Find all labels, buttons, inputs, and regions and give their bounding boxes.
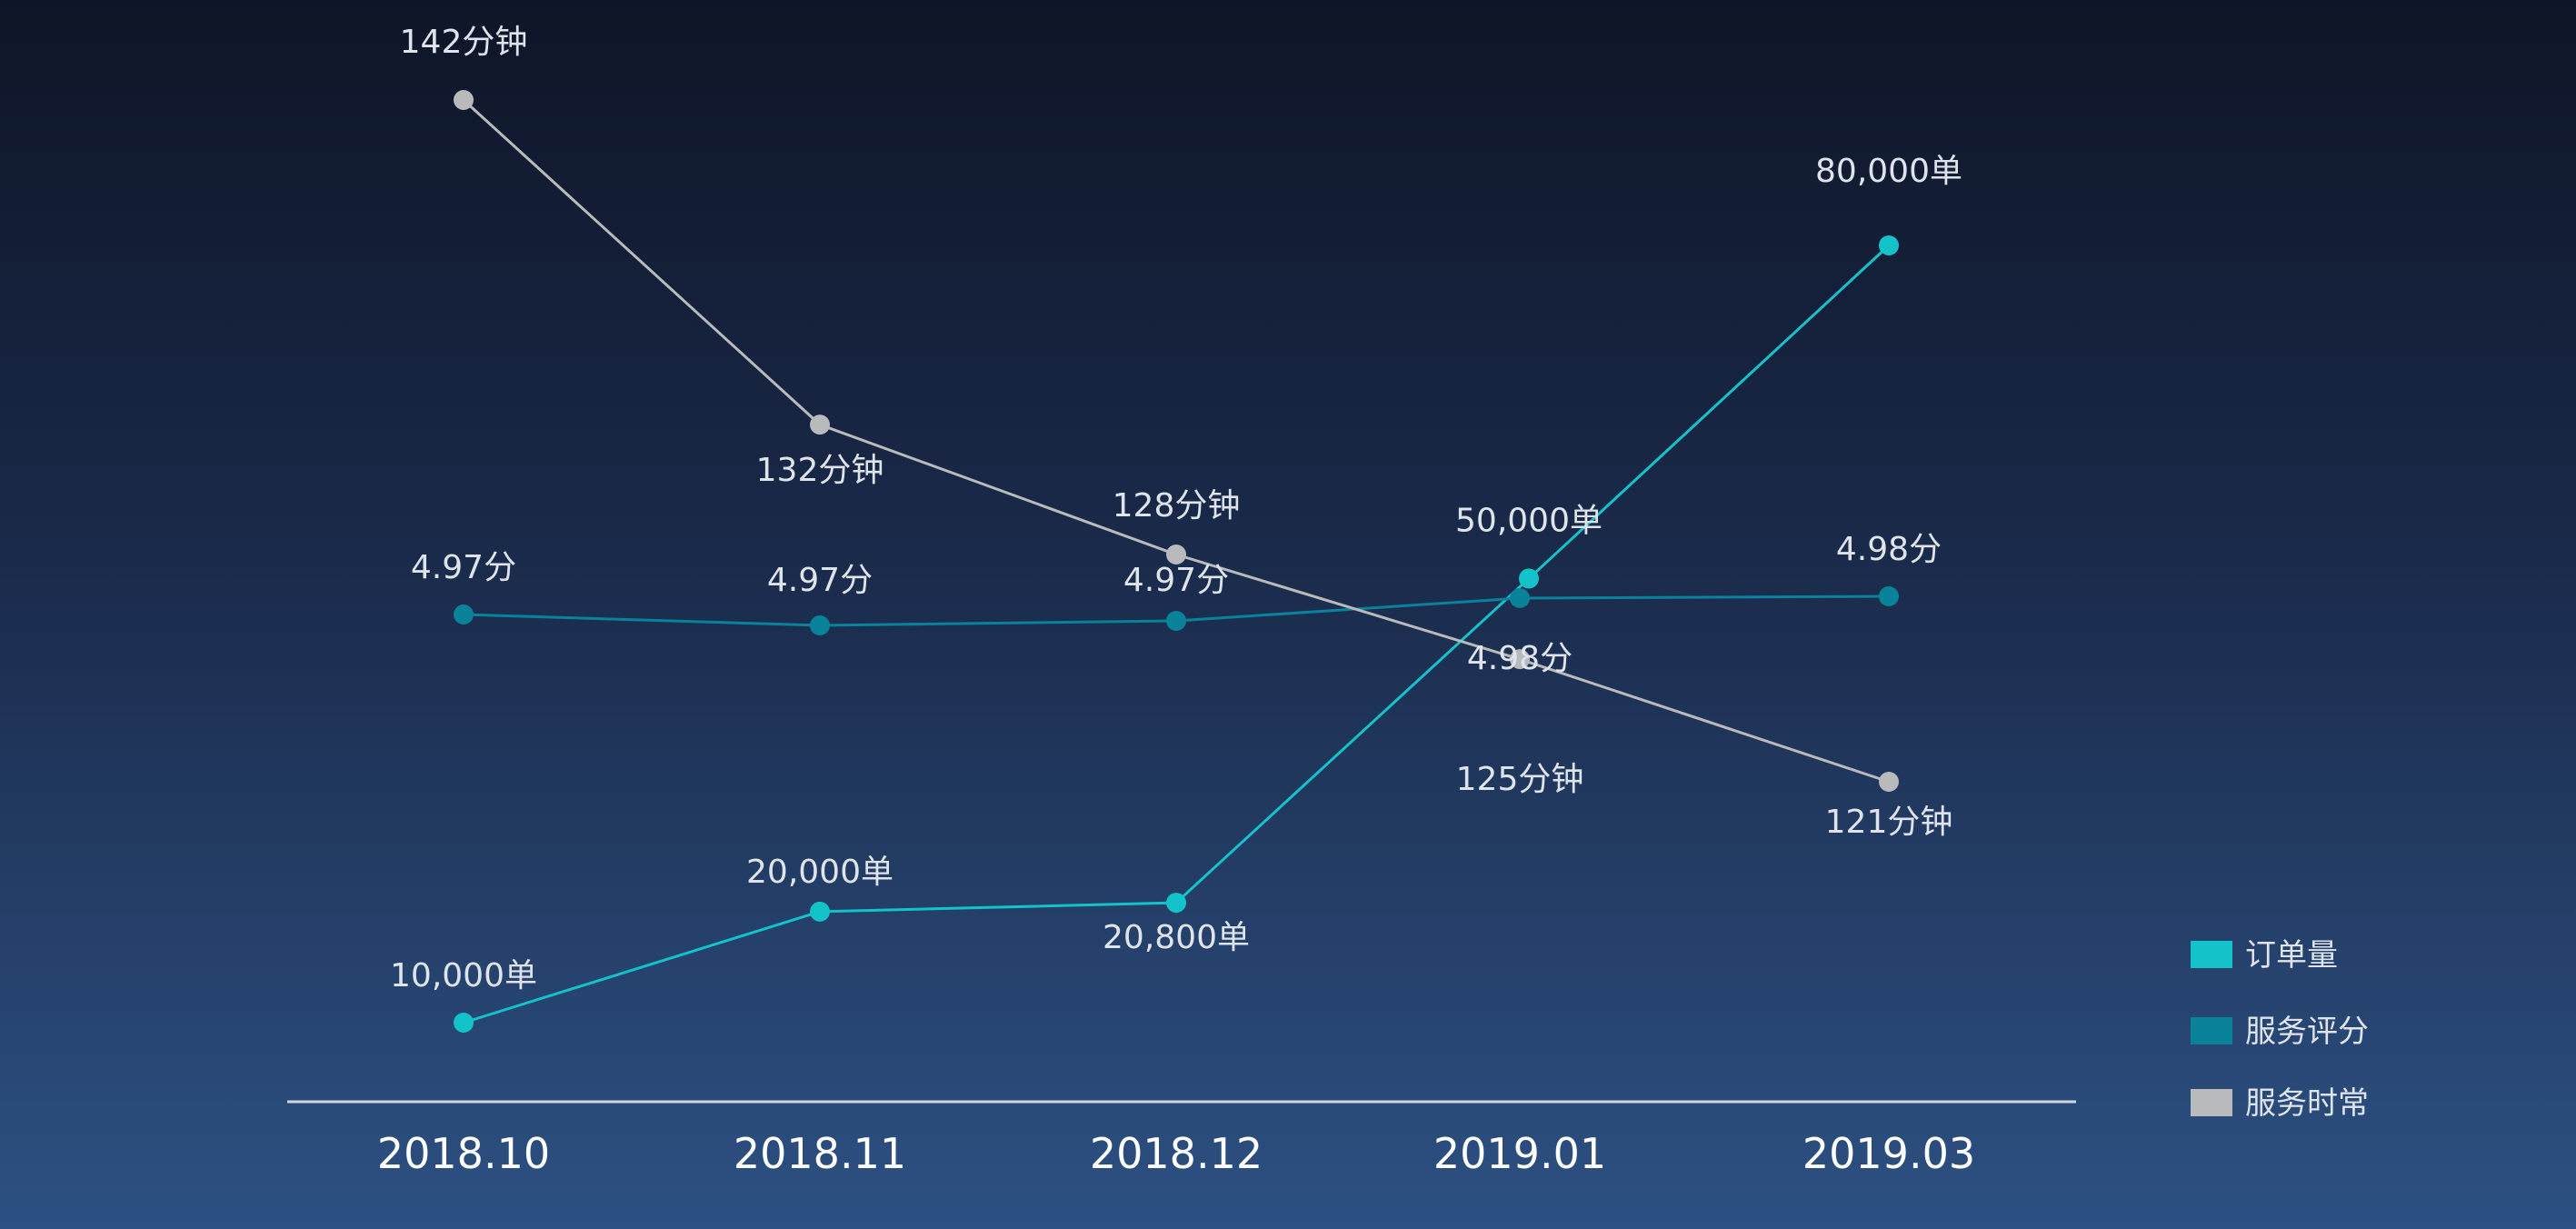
legend-swatch: [2191, 1017, 2232, 1044]
data-point: [1166, 893, 1186, 914]
data-label: 4.97分: [1123, 562, 1229, 599]
data-labels-layer: 10,000单 20,000单 20,800单 50,000单 80,000单 4.97分…: [390, 24, 1962, 994]
data-label: 125分钟: [1456, 761, 1584, 798]
legend-swatch: [2191, 1089, 2232, 1116]
data-point: [810, 615, 830, 635]
x-tick-label: 2019.01: [1433, 1129, 1606, 1178]
data-point: [810, 901, 830, 922]
x-tick-label: 2018.12: [1090, 1129, 1263, 1178]
data-label: 20,000单: [746, 854, 894, 891]
series-layer: [454, 90, 1899, 1033]
data-point: [454, 605, 474, 624]
x-axis-ticks: 2018.10 2018.11 2018.12 2019.01 2019.03: [377, 1129, 1975, 1178]
data-label: 121分钟: [1825, 804, 1953, 841]
data-label: 80,000单: [1815, 153, 1962, 190]
data-label: 4.97分: [767, 562, 873, 599]
data-point: [1519, 568, 1539, 589]
data-point: [454, 1013, 474, 1033]
data-point: [1166, 611, 1186, 631]
data-label: 50,000单: [1455, 502, 1603, 539]
data-point: [1510, 588, 1530, 608]
data-point: [454, 90, 474, 110]
data-point: [810, 415, 830, 435]
data-point: [1510, 649, 1530, 670]
data-label: 128分钟: [1113, 487, 1241, 525]
legend-swatch: [2191, 941, 2232, 968]
data-label: 10,000单: [390, 957, 537, 994]
legend-label: 服务时常: [2245, 1085, 2369, 1122]
data-label: 132分钟: [756, 452, 884, 489]
x-tick-label: 2019.03: [1802, 1129, 1975, 1178]
x-tick-label: 2018.10: [377, 1129, 550, 1178]
data-label: 4.98分: [1467, 640, 1573, 677]
data-point: [1879, 586, 1899, 606]
data-point: [1879, 235, 1899, 255]
data-label: 20,800单: [1103, 919, 1250, 956]
data-label: 4.98分: [1836, 531, 1942, 568]
data-label: 4.97分: [411, 549, 516, 586]
data-point: [1879, 772, 1899, 792]
data-point: [1166, 545, 1186, 565]
series-line-3: [462, 98, 1890, 784]
x-tick-label: 2018.11: [734, 1129, 906, 1178]
legend-label: 订单量: [2245, 937, 2338, 974]
legend-label: 服务评分: [2245, 1014, 2369, 1050]
data-label: 142分钟: [400, 24, 528, 61]
